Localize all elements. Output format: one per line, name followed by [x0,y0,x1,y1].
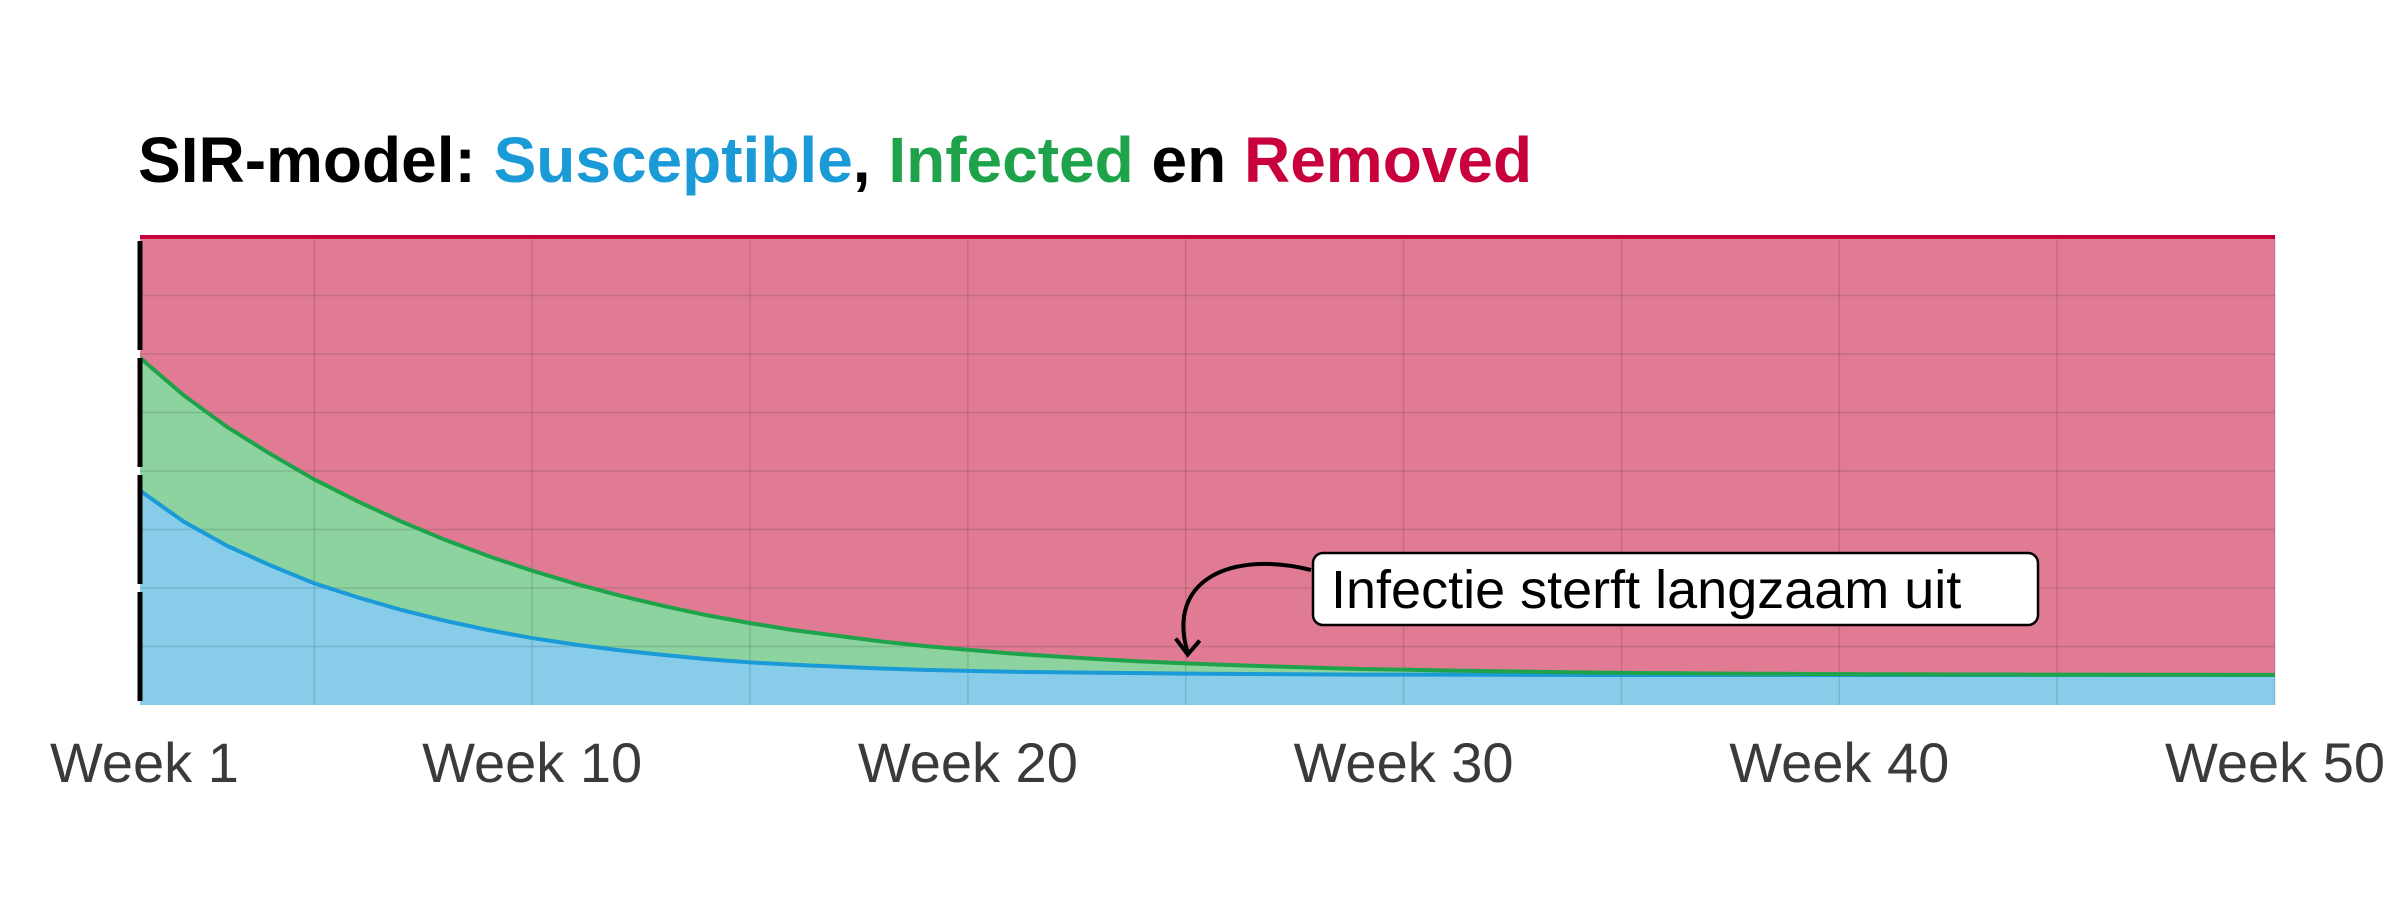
x-tick-label: Week 1 [50,731,239,794]
plot-area [137,235,2276,705]
annotation-arrow [1181,561,1312,654]
x-tick-label: Week 20 [858,731,1078,794]
title-part-4: en [1134,124,1244,196]
annotation-box [1311,551,2040,627]
title-part-1: Susceptible [494,124,853,196]
x-tick-label: Week 40 [1729,731,1949,794]
line-infected [138,356,2276,677]
x-axis: Week 1 Week 10 Week 20 Week 30 Week 40 Week 5… [50,731,2385,794]
x-tick-label: Week 10 [422,731,642,794]
title-part-5: Removed [1244,124,1532,196]
annotation: Infectie sterft langzaam uit [1174,551,2040,658]
title-part-3: Infected [888,124,1133,196]
chart-title: SIR-model: Susceptible, Infected en Remo… [138,124,1532,196]
area-susceptible [140,490,2275,705]
x-tick-label: Week 30 [1294,731,1514,794]
annotation-label: Infectie sterft langzaam uit [1331,560,1961,620]
x-tick-label: Week 50 [2165,731,2385,794]
title-part-0: SIR-model: [138,124,494,196]
annotation-arrowhead [1174,637,1202,658]
title-part-2: , [853,124,889,196]
